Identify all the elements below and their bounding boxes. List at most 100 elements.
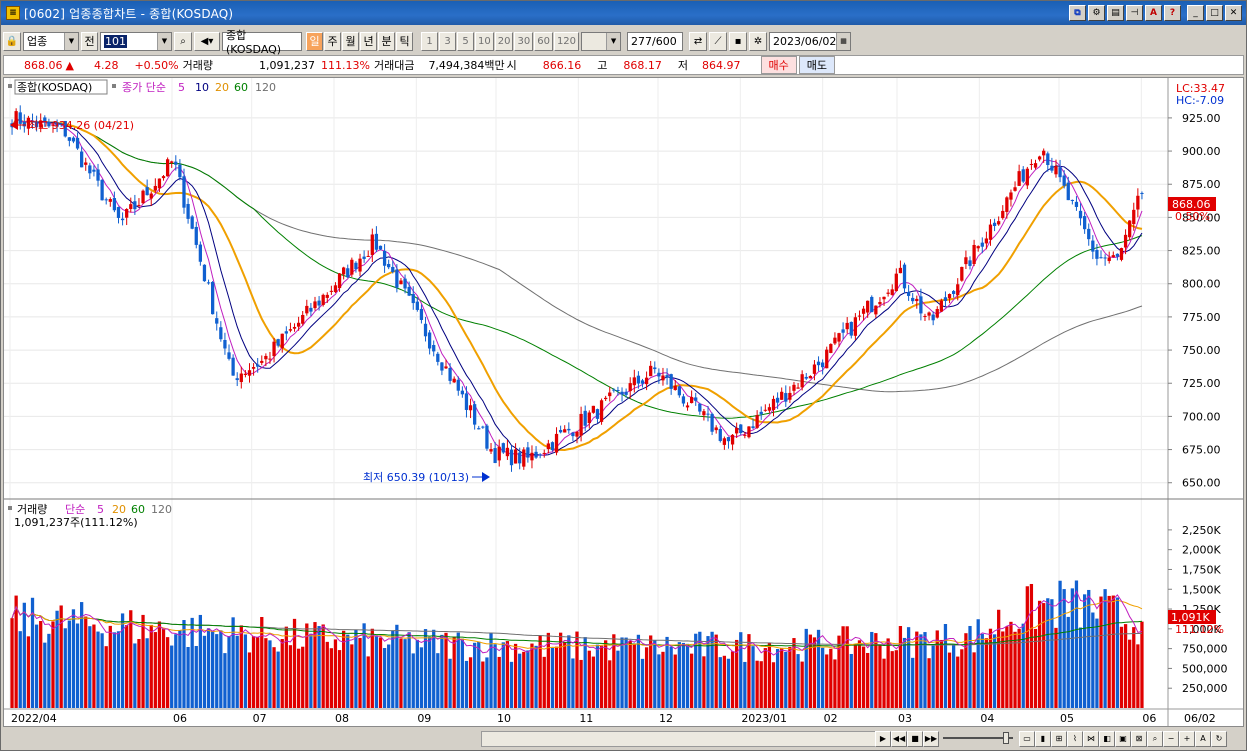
up-arrow-icon: ▲ — [65, 58, 74, 72]
y-tick-label: 850.00 — [1182, 211, 1221, 224]
link-window-icon[interactable]: ⧉ — [1069, 5, 1086, 21]
candle-body — [329, 290, 334, 292]
candle-body — [558, 429, 563, 433]
zoom-slider-thumb[interactable] — [1003, 732, 1009, 744]
volume-bar — [219, 630, 223, 708]
arrows-icon[interactable]: ⇄ — [689, 31, 708, 51]
help-icon[interactable]: ? — [1164, 5, 1181, 21]
candle-body — [116, 207, 121, 218]
candle-body — [473, 404, 477, 425]
stop-icon[interactable]: ■ — [907, 731, 923, 747]
search-icon[interactable]: ⌕ — [174, 31, 192, 51]
volume-bar — [456, 632, 460, 708]
scroll-right-icon[interactable]: ▶ — [875, 731, 891, 747]
zoom-out-icon[interactable]: − — [1163, 731, 1179, 747]
compare-icon[interactable]: ⋈ — [1083, 731, 1099, 747]
interval-3[interactable]: 3 — [439, 31, 456, 51]
tab-week[interactable]: 주 — [324, 31, 341, 51]
interval-1[interactable]: 1 — [421, 31, 438, 51]
candle-body — [550, 442, 555, 451]
candle-body — [403, 278, 407, 289]
lock-icon[interactable]: 🔒 — [3, 31, 21, 51]
zoom-in-icon[interactable]: + — [1179, 731, 1195, 747]
candle-body — [706, 413, 710, 415]
gear-icon[interactable]: ✲ — [749, 31, 768, 51]
buy-button[interactable]: 매수 — [760, 56, 797, 74]
volume-bar — [1062, 589, 1066, 708]
volume-bar — [890, 651, 894, 708]
candle-body — [964, 257, 968, 265]
volume-bar — [780, 647, 784, 708]
volume-bar — [272, 647, 276, 708]
volume-bar — [632, 644, 636, 708]
volume-bar — [710, 631, 714, 708]
pin-icon[interactable]: ⊣ — [1126, 5, 1143, 21]
tab-month[interactable]: 월 — [342, 31, 359, 51]
interval-120[interactable]: 120 — [553, 31, 580, 51]
prev-button[interactable]: 전 — [81, 31, 98, 51]
chart-type-icon[interactable]: ▮ — [1035, 731, 1051, 747]
close-button[interactable]: ✕ — [1225, 5, 1242, 21]
chart-area[interactable]: 925.00 900.00 875.00 850.00 825.00 800.00 775.… — [3, 77, 1244, 727]
code-input[interactable]: 101 ▼ — [100, 31, 172, 51]
volume-bar — [43, 642, 47, 708]
panel-icon[interactable]: ▭ — [1019, 731, 1035, 747]
candle-body — [1029, 163, 1034, 165]
magnify-icon[interactable]: ⌕ — [1147, 731, 1163, 747]
candle-body — [67, 137, 71, 141]
candle-body — [837, 333, 841, 342]
price-panel-title: 종합(KOSDAQ) — [17, 81, 92, 94]
date-field[interactable]: 2023/06/02 ▦ — [769, 31, 852, 51]
speaker-icon[interactable]: ◀▾ — [194, 31, 220, 51]
sell-button[interactable]: 매도 — [798, 56, 836, 74]
maximize-button[interactable]: □ — [1206, 5, 1223, 21]
interval-30[interactable]: 30 — [514, 31, 534, 51]
mode-icon[interactable]: ◧ — [1099, 731, 1115, 747]
v-tick-label: 500,000 — [1182, 662, 1228, 675]
volume-bar — [825, 654, 829, 708]
line-tool-icon[interactable]: ⟋ — [709, 31, 728, 51]
tab-minute[interactable]: 분 — [378, 31, 395, 51]
fast-forward-icon[interactable]: ▶▶ — [923, 731, 939, 747]
candle-body — [432, 345, 436, 352]
volume-bar — [694, 633, 698, 708]
sector-combo[interactable]: 업종 ▼ — [23, 31, 79, 51]
minimize-button[interactable]: _ — [1187, 5, 1204, 21]
calendar-icon[interactable]: ▦ — [836, 32, 851, 50]
volume-bar — [370, 628, 374, 708]
refresh-icon[interactable]: ↻ — [1211, 731, 1227, 747]
chart-svg: 925.00 900.00 875.00 850.00 825.00 800.00 775.… — [4, 78, 1243, 726]
volume-bar — [1029, 583, 1034, 708]
candle-body — [1005, 197, 1009, 212]
tab-day[interactable]: 일 — [306, 31, 323, 51]
candle-body — [616, 390, 620, 392]
candle-body — [767, 407, 772, 411]
indicator-icon[interactable]: ⌇ — [1067, 731, 1083, 747]
candle-body — [784, 393, 788, 402]
chart-scrollbar[interactable] — [481, 731, 877, 747]
rewind-icon[interactable]: ◀◀ — [891, 731, 907, 747]
crosshair-icon[interactable]: ⊞ — [1051, 731, 1067, 747]
interval-combo[interactable]: ▼ — [581, 31, 622, 51]
candle-body — [820, 362, 825, 368]
font-icon[interactable]: A — [1145, 5, 1162, 21]
image-icon[interactable]: ▣ — [1115, 731, 1131, 747]
tool-icon[interactable]: ⊠ — [1131, 731, 1147, 747]
volume-bar — [604, 640, 608, 708]
volume-bar — [1054, 627, 1058, 708]
interval-60[interactable]: 60 — [534, 31, 553, 51]
candle-body — [1136, 195, 1140, 210]
volume-bar — [1083, 594, 1087, 708]
interval-10[interactable]: 10 — [475, 31, 494, 51]
tab-year[interactable]: 년 — [360, 31, 377, 51]
print-icon[interactable]: ▤ — [1107, 5, 1124, 21]
zoom-slider[interactable] — [943, 737, 1013, 739]
save-icon[interactable]: ▪ — [729, 31, 748, 51]
interval-5[interactable]: 5 — [457, 31, 474, 51]
interval-20[interactable]: 20 — [494, 31, 514, 51]
font-size-icon[interactable]: A — [1195, 731, 1211, 747]
count-field[interactable]: 277/600 — [627, 31, 684, 51]
volume-bar — [444, 632, 448, 708]
settings-icon[interactable]: ⚙ — [1088, 5, 1105, 21]
tab-tick[interactable]: 틱 — [396, 31, 413, 51]
